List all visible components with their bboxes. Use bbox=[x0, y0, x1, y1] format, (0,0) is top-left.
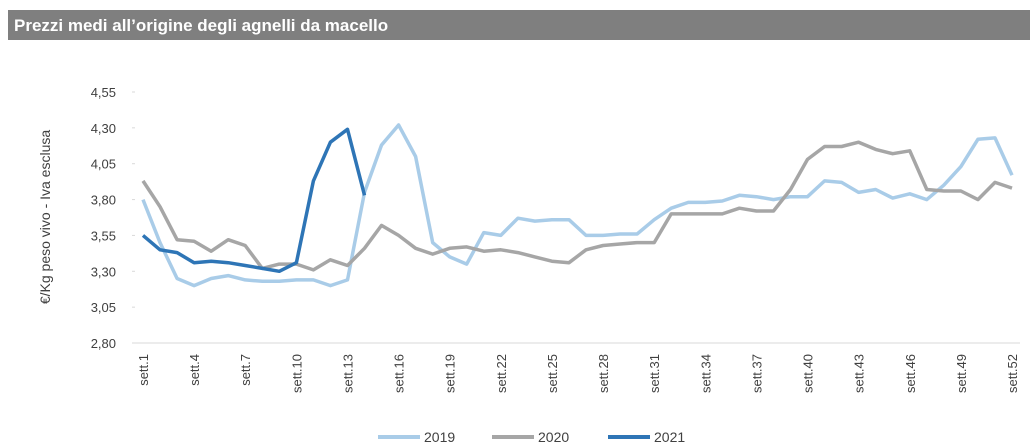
x-tick-label: sett.1 bbox=[136, 354, 151, 386]
x-tick-label: sett.7 bbox=[238, 354, 253, 386]
y-tick-label: 4,05 bbox=[91, 157, 116, 172]
x-tick-label: sett.19 bbox=[443, 354, 458, 393]
x-tick-label: sett.46 bbox=[903, 354, 918, 393]
y-tick-label: 4,55 bbox=[91, 85, 116, 100]
x-tick-label: sett.52 bbox=[1005, 354, 1020, 393]
legend-label: 2019 bbox=[424, 429, 455, 445]
legend-label: 2021 bbox=[654, 429, 685, 445]
series-line bbox=[141, 127, 367, 274]
x-tick-label: sett.31 bbox=[647, 354, 662, 393]
x-tick-label: sett.13 bbox=[340, 354, 355, 393]
x-tick-label: sett.40 bbox=[801, 354, 816, 393]
x-tick-label: sett.37 bbox=[749, 354, 764, 393]
x-tick-label: sett.22 bbox=[494, 354, 509, 393]
x-tick-label: sett.16 bbox=[392, 354, 407, 393]
x-tick-label: sett.49 bbox=[954, 354, 969, 393]
y-tick-label: 2,80 bbox=[91, 336, 116, 351]
y-axis-label: €/Kg peso vivo - Iva esclusa bbox=[37, 130, 53, 305]
y-tick-label: 4,30 bbox=[91, 121, 116, 136]
x-tick-label: sett.10 bbox=[289, 354, 304, 393]
x-tick-label: sett.4 bbox=[187, 354, 202, 386]
y-tick-label: 3,05 bbox=[91, 300, 116, 315]
y-tick-label: 3,80 bbox=[91, 193, 116, 208]
y-tick-label: 3,30 bbox=[91, 264, 116, 279]
series-line bbox=[141, 140, 1013, 272]
x-tick-label: sett.34 bbox=[698, 354, 713, 393]
title-bar bbox=[8, 10, 1030, 40]
x-tick-label: sett.28 bbox=[596, 354, 611, 393]
y-tick-label: 3,55 bbox=[91, 228, 116, 243]
chart-title: Prezzi medi all’origine degli agnelli da… bbox=[14, 16, 388, 35]
series-line bbox=[141, 123, 1014, 288]
x-tick-label: sett.43 bbox=[852, 354, 867, 393]
x-tick-label: sett.25 bbox=[545, 354, 560, 393]
legend-label: 2020 bbox=[538, 429, 569, 445]
